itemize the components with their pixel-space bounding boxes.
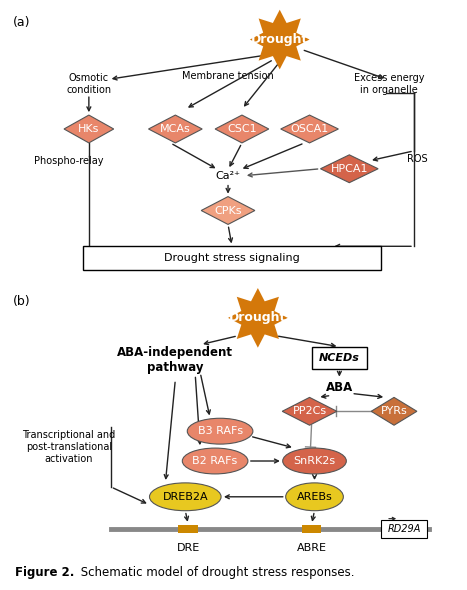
Text: CPKs: CPKs (214, 205, 242, 215)
Text: ABA-independent
pathway: ABA-independent pathway (117, 346, 234, 373)
FancyBboxPatch shape (312, 347, 367, 369)
Text: (a): (a) (14, 16, 31, 29)
Polygon shape (320, 155, 378, 183)
Polygon shape (281, 115, 339, 143)
FancyBboxPatch shape (83, 246, 381, 270)
Text: HKs: HKs (78, 124, 99, 134)
Polygon shape (201, 196, 255, 224)
Polygon shape (228, 288, 288, 348)
Text: OSCA1: OSCA1 (290, 124, 329, 134)
Polygon shape (149, 115, 202, 143)
Polygon shape (371, 398, 417, 425)
Text: B3 RAFs: B3 RAFs (198, 426, 243, 436)
Text: Osmotic
condition: Osmotic condition (66, 73, 112, 95)
Text: DREB2A: DREB2A (163, 492, 208, 502)
Text: ABRE: ABRE (297, 543, 326, 552)
Text: Drought: Drought (251, 33, 308, 46)
Text: SnRK2s: SnRK2s (293, 456, 336, 466)
Text: Phospho-relay: Phospho-relay (34, 156, 104, 166)
Text: MCAs: MCAs (160, 124, 191, 134)
Text: ABA: ABA (326, 381, 353, 394)
Text: PP2Cs: PP2Cs (292, 407, 326, 417)
Text: AREBs: AREBs (297, 492, 333, 502)
Text: DRE: DRE (177, 543, 200, 552)
FancyBboxPatch shape (178, 525, 198, 533)
Text: Schematic model of drought stress responses.: Schematic model of drought stress respon… (77, 566, 354, 579)
Text: Membrane tension: Membrane tension (182, 71, 274, 81)
Text: Figure 2.: Figure 2. (15, 566, 75, 579)
FancyBboxPatch shape (381, 520, 427, 537)
Text: (b): (b) (14, 295, 31, 308)
Polygon shape (215, 115, 269, 143)
Polygon shape (282, 398, 337, 425)
Text: B2 RAFs: B2 RAFs (192, 456, 238, 466)
Ellipse shape (149, 483, 221, 511)
Text: CSC1: CSC1 (227, 124, 257, 134)
Ellipse shape (187, 418, 253, 444)
Text: HPCA1: HPCA1 (331, 164, 368, 174)
Ellipse shape (286, 483, 343, 511)
Ellipse shape (182, 448, 248, 474)
Text: Transcriptional and
post-translational
activation: Transcriptional and post-translational a… (22, 431, 116, 464)
Text: PYRs: PYRs (381, 407, 407, 417)
FancyBboxPatch shape (302, 525, 321, 533)
Text: RD29A: RD29A (387, 523, 421, 533)
Polygon shape (64, 115, 114, 143)
Text: ROS: ROS (407, 154, 428, 164)
Ellipse shape (283, 448, 347, 474)
Text: NCEDs: NCEDs (319, 353, 360, 363)
Text: Ca²⁺: Ca²⁺ (216, 171, 241, 181)
Text: Drought: Drought (229, 312, 287, 325)
Text: Drought stress signaling: Drought stress signaling (164, 253, 300, 263)
Polygon shape (250, 9, 310, 70)
Text: Excess energy
in organelle: Excess energy in organelle (354, 73, 425, 95)
